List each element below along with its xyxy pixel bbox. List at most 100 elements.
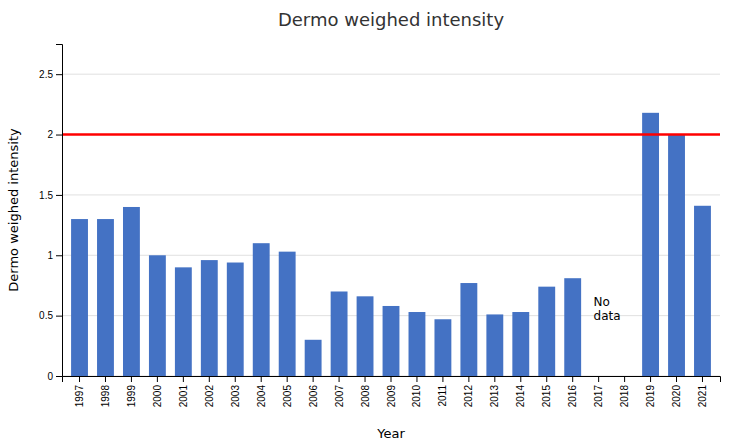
- x-tick-label: 2008: [360, 385, 371, 408]
- annotation: Nodata: [594, 295, 621, 323]
- x-tick: 2005: [282, 376, 293, 407]
- x-tick-label: 2013: [489, 385, 500, 408]
- x-tick: 1997: [74, 376, 85, 407]
- x-tick-mark: [546, 376, 547, 382]
- x-tick-label: 2010: [411, 385, 422, 408]
- bar: [149, 255, 166, 376]
- y-tick: 1: [47, 250, 62, 261]
- x-tick-label: 2007: [334, 385, 345, 408]
- x-tick-mark: [416, 376, 417, 382]
- x-tick-mark: [131, 376, 132, 382]
- y-tick-mark: [56, 74, 62, 75]
- x-tick-label: 2016: [567, 385, 578, 408]
- y-tick-mark: [56, 316, 62, 317]
- bar: [486, 314, 503, 376]
- x-tick: 2019: [645, 376, 656, 407]
- bar: [694, 206, 711, 376]
- bar: [668, 135, 685, 376]
- x-tick-mark: [624, 376, 625, 382]
- x-tick-label: 2000: [152, 385, 163, 408]
- bar: [460, 283, 477, 376]
- bar: [331, 291, 348, 376]
- x-tick-mark: [339, 376, 340, 382]
- x-tick: 2013: [489, 376, 500, 407]
- bar: [201, 260, 218, 376]
- reference-line: [62, 133, 720, 136]
- grid: [62, 74, 720, 376]
- bar: [512, 312, 529, 376]
- y-tick: 0: [47, 371, 62, 382]
- bar: [434, 319, 451, 376]
- y-axis-title: Dermo weighed intensity: [6, 128, 21, 292]
- x-tick: 2020: [671, 376, 682, 407]
- x-tick: 2001: [178, 376, 189, 407]
- x-tick-label: 2011: [437, 385, 448, 407]
- x-axis-line: [63, 377, 721, 383]
- marks: [62, 113, 720, 376]
- y-tick: 0.5: [39, 310, 62, 321]
- x-tick-label: 1998: [100, 385, 111, 408]
- x-tick-label: 2006: [308, 385, 319, 408]
- y-tick-mark: [56, 195, 62, 196]
- bar: [279, 252, 296, 376]
- annotation-line: No: [594, 295, 610, 309]
- x-tick: 2011: [437, 376, 448, 407]
- bar: [590, 376, 607, 377]
- title: Dermo weighed intensity: [278, 9, 505, 30]
- x-tick: 1999: [126, 376, 137, 407]
- x-tick-mark: [572, 376, 573, 382]
- y-axis-line: [56, 45, 63, 377]
- x-tick-label: 2015: [541, 385, 552, 408]
- x-tick-mark: [287, 376, 288, 382]
- x-tick: 2007: [334, 376, 345, 407]
- x-tick-label: 2014: [515, 385, 526, 408]
- x-tick-mark: [105, 376, 106, 382]
- x-tick-label: 2009: [386, 385, 397, 408]
- x-tick: 2017: [593, 376, 604, 407]
- bar: [97, 219, 114, 376]
- x-tick-mark: [261, 376, 262, 382]
- y-tick-label: 2: [47, 129, 53, 140]
- x-tick-label: 2021: [697, 385, 708, 408]
- x-tick-label: 2018: [619, 385, 630, 408]
- bar: [71, 219, 88, 376]
- x-tick-mark: [391, 376, 392, 382]
- x-tick-label: 2001: [178, 385, 189, 408]
- x-tick: 2000: [152, 376, 163, 407]
- x-tick: 2012: [463, 376, 474, 407]
- x-axis-title: Year: [376, 426, 405, 441]
- x-tick: 2003: [230, 376, 241, 407]
- bar: [409, 312, 426, 376]
- bar: [383, 306, 400, 376]
- x-tick-mark: [598, 376, 599, 382]
- x-tick: 2009: [386, 376, 397, 407]
- x-tick-label: 2002: [204, 385, 215, 408]
- x-tick-mark: [494, 376, 495, 382]
- y-axis: 0 0.5 1 1.5 2 2.5: [39, 45, 62, 382]
- x-tick: 2014: [515, 376, 526, 407]
- x-tick: 2008: [360, 376, 371, 407]
- y-tick-mark: [56, 135, 62, 136]
- x-tick-mark: [520, 376, 521, 382]
- y-tick: 2: [47, 129, 62, 140]
- x-tick-label: 2012: [463, 385, 474, 408]
- bar: [616, 376, 633, 377]
- y-tick-label: 0: [47, 371, 53, 382]
- x-tick-mark: [183, 376, 184, 382]
- y-tick-label: 2.5: [39, 69, 53, 80]
- x-tick: 1998: [100, 376, 111, 407]
- x-axis: 1997 1998 1999 2000 2001 2002 2003 2004 2005 2006…: [63, 376, 721, 407]
- x-tick-mark: [209, 376, 210, 382]
- x-tick-label: 2004: [256, 385, 267, 408]
- x-tick: 2015: [541, 376, 552, 407]
- bar: [253, 243, 270, 376]
- x-tick-mark: [442, 376, 443, 382]
- x-tick-label: 2005: [282, 385, 293, 408]
- y-tick-label: 1: [47, 250, 53, 261]
- x-tick: 2018: [619, 376, 630, 407]
- y-tick: 1.5: [39, 190, 62, 201]
- x-tick: 2004: [256, 376, 267, 407]
- plot: 1997 1998 1999 2000 2001 2002 2003 2004 2005 2006…: [39, 45, 720, 408]
- annotation-line: data: [594, 309, 621, 323]
- x-tick-mark: [676, 376, 677, 382]
